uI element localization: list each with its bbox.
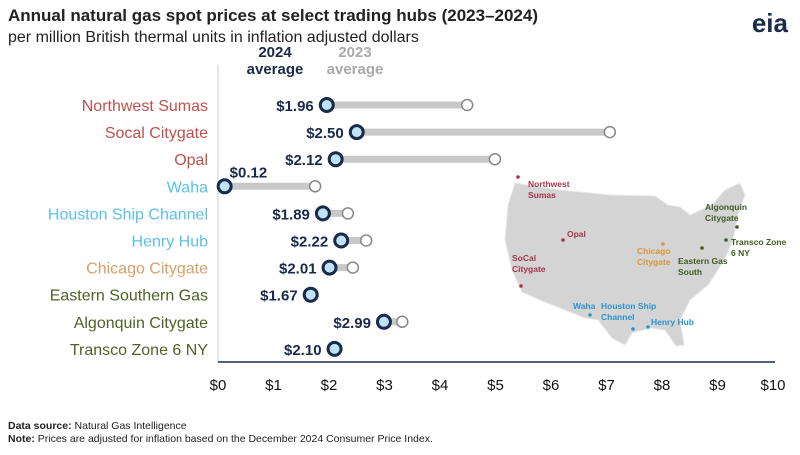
eia-logo: eia	[751, 8, 788, 38]
value-label: $2.01	[279, 261, 317, 278]
dot-2024	[327, 151, 344, 168]
dot-2023	[603, 125, 617, 139]
category-label: Northwest Sumas	[82, 98, 208, 115]
note-label: Note:	[8, 433, 35, 445]
category-label: Socal Citygate	[105, 125, 208, 142]
map-label-9: Henry Hub	[651, 317, 694, 327]
dot-2023	[396, 315, 409, 329]
x-tick-label: $9	[709, 377, 726, 394]
category-label: Henry Hub	[132, 234, 209, 251]
map-label-5: Algonquin Citygate	[705, 202, 747, 223]
map-label-1: Opal	[567, 229, 586, 239]
category-label: Transco Zone 6 NY	[70, 342, 208, 359]
x-tick-label: $5	[487, 377, 504, 394]
dot-2024	[348, 124, 365, 141]
category-label: Chicago Citygate	[86, 261, 208, 278]
chart-subtitle: per million British thermal units in inf…	[8, 29, 419, 46]
value-label: $2.12	[285, 152, 323, 169]
dot-2024	[302, 286, 319, 303]
x-tick-label: $2	[321, 377, 338, 394]
map-hub-dot	[588, 313, 592, 317]
map-hub-dot	[561, 238, 565, 242]
x-tick-label: $7	[598, 377, 615, 394]
value-label: $2.22	[291, 234, 329, 251]
source-label: Data source:	[8, 420, 72, 432]
dot-2023	[488, 152, 502, 166]
x-tick-label: $8	[654, 377, 671, 394]
map-hub-dot	[631, 327, 635, 331]
map-hub-dot	[519, 284, 523, 288]
map-label-8: Houston Ship Channel	[601, 301, 656, 322]
dot-2023	[308, 180, 322, 193]
value-label: $0.12	[230, 164, 268, 181]
map-label-7: Waha	[573, 301, 596, 311]
dot-2024	[216, 178, 233, 195]
dot-2024	[333, 232, 350, 249]
legend-2023: 2023 average	[327, 44, 384, 78]
map-label-6: Transco Zone 6 NY	[731, 237, 787, 258]
map-hub-dot	[646, 325, 650, 329]
x-tick-label: $4	[432, 377, 449, 394]
category-label: Algonquin Citygate	[74, 315, 208, 332]
map-label-0: Northwest Sumas	[528, 179, 570, 200]
map-hub-dot	[735, 225, 739, 229]
dot-2024	[326, 340, 343, 357]
value-label: $1.96	[276, 98, 314, 115]
source-text: Natural Gas Intelligence	[71, 420, 187, 432]
map-label-3: Chicago Citygate	[637, 246, 671, 267]
category-label: Eastern Southern Gas	[50, 288, 208, 305]
dot-2024	[314, 205, 331, 222]
x-tick-label: $3	[376, 377, 393, 394]
value-label: $1.89	[272, 206, 310, 223]
us-map	[504, 182, 746, 347]
x-tick-label: $0	[210, 377, 227, 394]
chart-title: Annual natural gas spot prices at select…	[8, 6, 539, 25]
dot-2023	[460, 98, 474, 112]
dot-2023	[359, 234, 373, 247]
legend-2024: 2024 average	[247, 44, 304, 78]
value-label: $2.10	[284, 342, 322, 359]
value-label: $2.99	[333, 315, 371, 332]
map-hub-dot	[661, 242, 665, 246]
data-source: Data source: Natural Gas Intelligence	[8, 420, 187, 432]
category-label: Opal	[174, 152, 208, 169]
map-hub-dot	[516, 175, 520, 179]
map-label-2: SoCal Citygate	[512, 253, 546, 274]
value-label: $2.50	[306, 125, 344, 142]
note-text: Prices are adjusted for inflation based …	[34, 433, 433, 445]
category-label: Waha	[167, 179, 208, 196]
x-tick-label: $6	[543, 377, 560, 394]
map-hub-dot	[700, 246, 704, 250]
x-tick-label: $10	[760, 377, 785, 394]
dot-2024	[318, 97, 335, 113]
dot-2023	[346, 261, 360, 274]
map-label-4: Eastern Gas South	[678, 256, 728, 277]
category-label: Houston Ship Channel	[48, 206, 208, 223]
value-label: $1.67	[260, 288, 298, 305]
dot-2023	[341, 207, 355, 220]
dot-2024	[375, 313, 392, 330]
note: Note: Prices are adjusted for inflation …	[8, 433, 433, 445]
x-tick-label: $1	[265, 377, 282, 394]
map-hub-dot	[724, 238, 728, 242]
dot-2024	[321, 259, 338, 276]
